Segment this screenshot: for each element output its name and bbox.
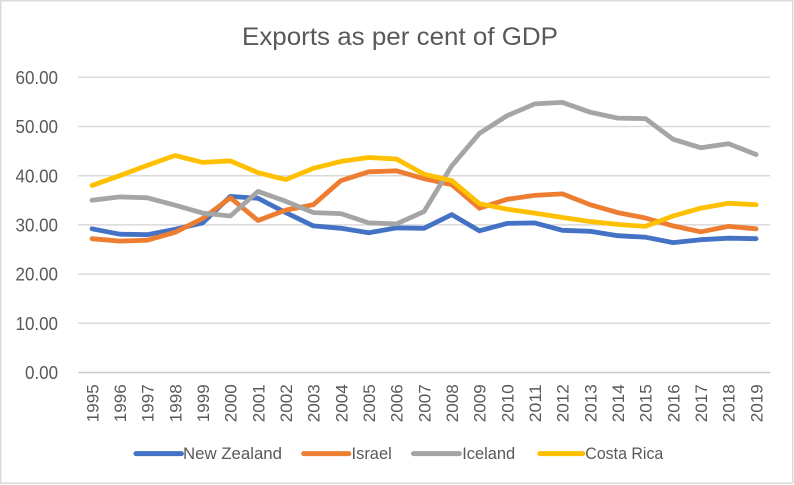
svg-text:50.00: 50.00 xyxy=(16,116,59,137)
svg-text:2019: 2019 xyxy=(747,384,766,422)
svg-text:New Zealand: New Zealand xyxy=(183,444,282,463)
svg-text:0.00: 0.00 xyxy=(25,362,58,383)
svg-text:30.00: 30.00 xyxy=(16,215,59,236)
svg-text:2015: 2015 xyxy=(637,384,656,422)
svg-text:2006: 2006 xyxy=(388,384,407,422)
svg-text:2003: 2003 xyxy=(305,384,324,422)
svg-text:Israel: Israel xyxy=(352,444,392,463)
svg-text:2001: 2001 xyxy=(249,384,268,422)
svg-text:2010: 2010 xyxy=(498,384,517,422)
svg-text:40.00: 40.00 xyxy=(16,165,59,186)
svg-text:Exports as per cent of GDP: Exports as per cent of GDP xyxy=(242,23,558,51)
svg-text:2013: 2013 xyxy=(581,384,600,422)
svg-text:2008: 2008 xyxy=(443,384,462,422)
svg-text:2018: 2018 xyxy=(720,384,739,422)
svg-text:2005: 2005 xyxy=(360,384,379,422)
svg-text:1997: 1997 xyxy=(139,384,158,422)
svg-text:1996: 1996 xyxy=(111,384,130,422)
svg-text:2012: 2012 xyxy=(554,384,573,422)
svg-text:2016: 2016 xyxy=(664,384,683,422)
svg-text:2007: 2007 xyxy=(415,384,434,422)
svg-text:Costa Rica: Costa Rica xyxy=(585,444,664,463)
svg-text:Iceland: Iceland xyxy=(462,444,515,463)
svg-text:10.00: 10.00 xyxy=(16,313,59,334)
svg-text:1999: 1999 xyxy=(194,384,213,422)
svg-text:20.00: 20.00 xyxy=(16,264,59,285)
svg-text:2004: 2004 xyxy=(332,384,351,422)
svg-text:2014: 2014 xyxy=(609,384,628,422)
svg-text:1998: 1998 xyxy=(166,384,185,422)
svg-text:2002: 2002 xyxy=(277,384,296,422)
svg-text:1995: 1995 xyxy=(83,384,102,422)
svg-text:2011: 2011 xyxy=(526,384,545,422)
svg-text:2000: 2000 xyxy=(222,384,241,422)
svg-text:60.00: 60.00 xyxy=(16,67,59,88)
svg-text:2017: 2017 xyxy=(692,384,711,422)
svg-text:2009: 2009 xyxy=(471,384,490,422)
